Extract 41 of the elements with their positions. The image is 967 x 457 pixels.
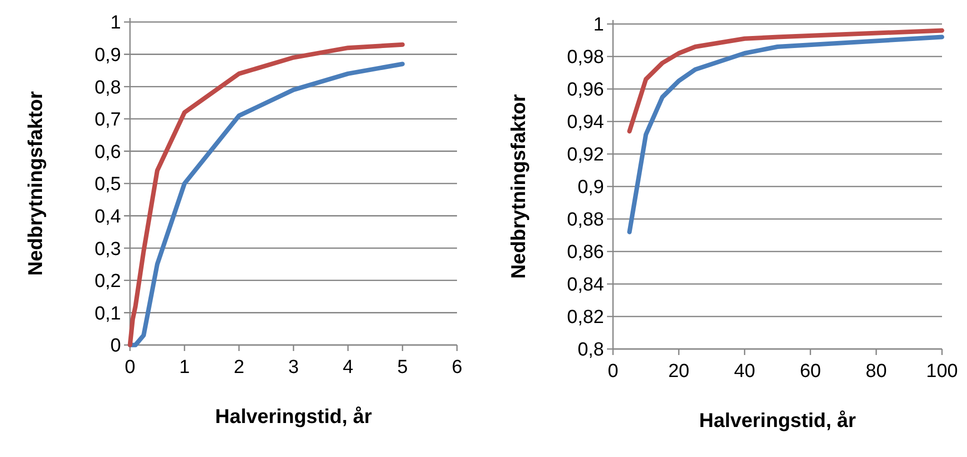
y-tick-label: 0,98 [567,47,604,68]
y-tick-label: 0 [110,336,121,357]
x-tick-label: 6 [452,357,462,378]
y-tick-label: 0,3 [94,238,121,260]
x-tick-label: 0 [124,357,136,378]
x-tick-label: 0 [608,361,618,382]
y-tick-label: 0,9 [94,44,121,66]
x-tick-label: 5 [397,357,408,378]
y-tick-label: 0,8 [578,340,604,361]
y-tick-label: 0,84 [567,274,604,296]
x-tick-label: 20 [668,361,690,382]
x-tick-label: 60 [800,361,821,382]
y-tick-label: 0,2 [94,271,121,292]
x-tick-label: 100 [926,361,958,382]
y-tick-label: 0,88 [567,210,604,231]
y-tick-label: 0,5 [94,174,121,196]
x-tick-label: 40 [734,361,756,382]
y-tick-label: 0,7 [94,110,121,131]
y-tick-label: 1 [593,14,604,36]
y-tick-label: 0,4 [94,206,122,228]
y-tick-label: 0,94 [567,112,604,134]
y-tick-label: 0,9 [578,177,604,198]
x-tick-label: 2 [234,357,244,378]
y-tick-label: 0,96 [567,80,604,101]
y-tick-label: 0,86 [567,242,604,264]
x-axis-title: Halveringstid, år [215,406,372,428]
x-axis-title: Halveringstid, år [699,410,856,432]
x-tick-label: 1 [179,357,190,378]
y-tick-label: 1 [110,12,121,34]
y-tick-label: 0,82 [567,307,604,328]
y-axis-title: Nedbrytningsfaktor [508,94,530,279]
y-tick-label: 0,92 [567,144,604,166]
line-series [627,34,944,234]
y-tick-label: 0,6 [94,142,121,163]
line-series [627,28,944,134]
y-tick-label: 0,1 [94,303,121,324]
y-tick-label: 0,8 [94,77,121,98]
y-axis-title: Nedbrytningsfaktor [25,91,47,276]
x-tick-label: 3 [288,357,299,378]
x-tick-label: 4 [342,357,354,378]
x-tick-label: 80 [866,361,887,382]
